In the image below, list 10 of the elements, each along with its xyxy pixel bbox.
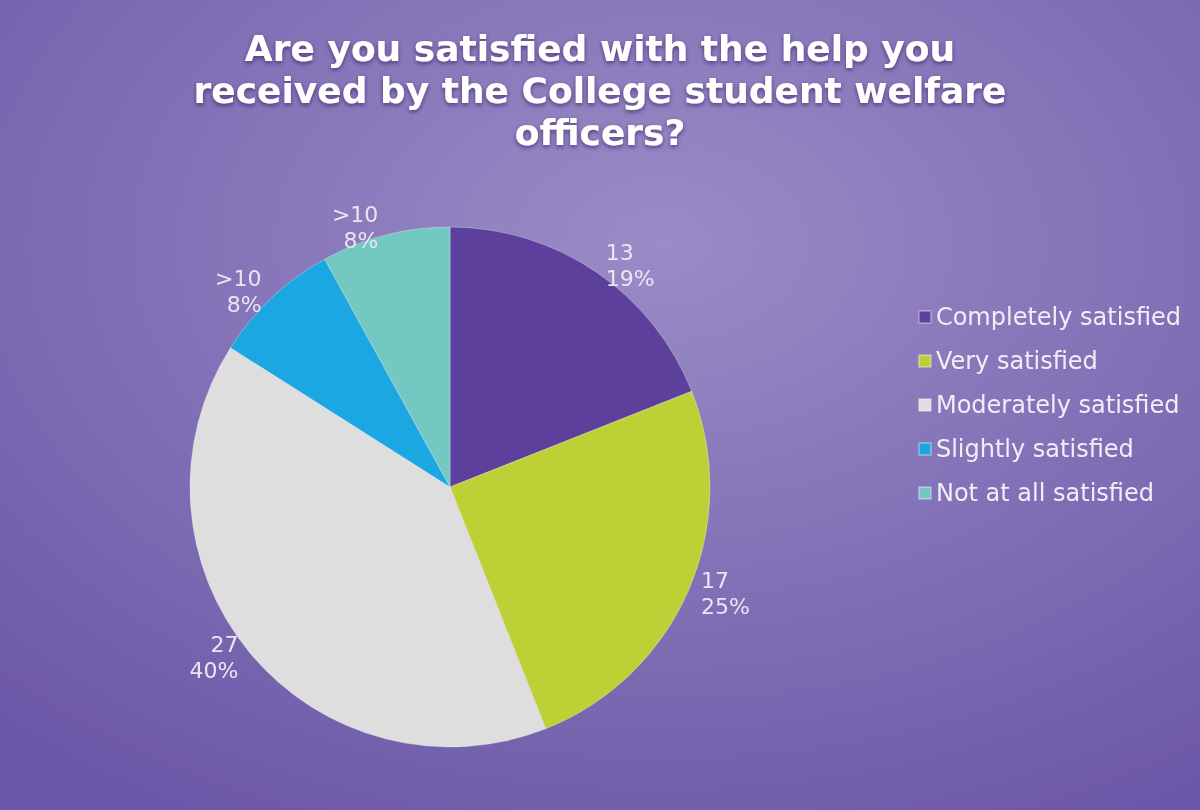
legend-label: Very satisfied <box>935 347 1098 375</box>
legend-label: Moderately satisfied <box>935 391 1180 419</box>
legend-label: Completely satisfied <box>935 303 1181 331</box>
legend-label: Slightly satisfied <box>935 435 1134 463</box>
chart-title: Are you satisfied with the help you received by the College student welfare officers? <box>193 27 1007 153</box>
data-label: 27 40% <box>189 632 239 684</box>
data-label: >10 8% <box>215 266 262 318</box>
legend-label: Not at all satisfied <box>935 479 1154 507</box>
data-label: 17 25% <box>700 567 750 619</box>
data-label: 13 19% <box>605 239 655 291</box>
